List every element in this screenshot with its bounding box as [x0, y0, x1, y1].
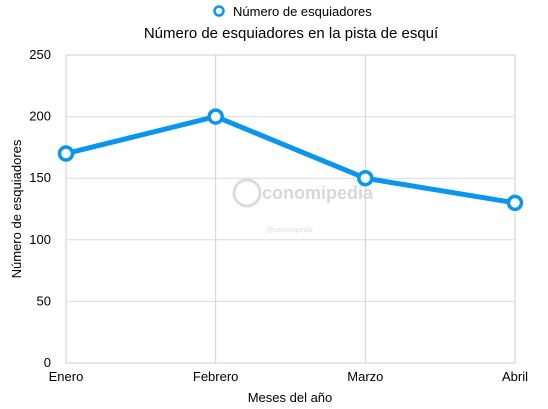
x-tick-label: Enero	[49, 369, 84, 384]
chart-title: Número de esquiadores en la pista de esq…	[144, 25, 439, 42]
x-tick-label: Marzo	[347, 369, 383, 384]
legend-marker	[213, 5, 225, 17]
series-line	[63, 114, 518, 206]
series-group	[57, 108, 524, 212]
legend-label: Número de esquiadores	[233, 4, 372, 19]
x-axis-title: Meses del año	[248, 390, 333, 405]
y-axis-ticks: 0 50 100 150 200 250	[29, 47, 51, 370]
plot-area	[65, 54, 516, 364]
y-axis-title: Número de esquiadores	[9, 139, 24, 278]
y-tick-label: 250	[29, 47, 51, 62]
watermark-logo-icon	[232, 178, 262, 208]
x-tick-label: Febrero	[193, 369, 239, 384]
y-tick-label: 200	[29, 109, 51, 124]
legend: Número de esquiadores	[213, 4, 372, 19]
watermark: conomipedia @conomipedia	[232, 178, 374, 234]
y-tick-label: 150	[29, 170, 51, 185]
y-tick-label: 0	[44, 355, 51, 370]
data-point	[207, 108, 224, 125]
x-axis-ticks: Enero Febrero Marzo Abril	[49, 369, 528, 384]
data-point	[506, 194, 524, 212]
y-tick-label: 50	[37, 293, 51, 308]
grid	[66, 55, 515, 363]
watermark-text: conomipedia	[262, 183, 374, 203]
data-point	[57, 145, 75, 162]
x-tick-label: Abril	[502, 369, 528, 384]
data-point	[357, 169, 374, 187]
watermark-small: @conomipedia	[266, 227, 313, 234]
y-tick-label: 100	[29, 232, 51, 247]
